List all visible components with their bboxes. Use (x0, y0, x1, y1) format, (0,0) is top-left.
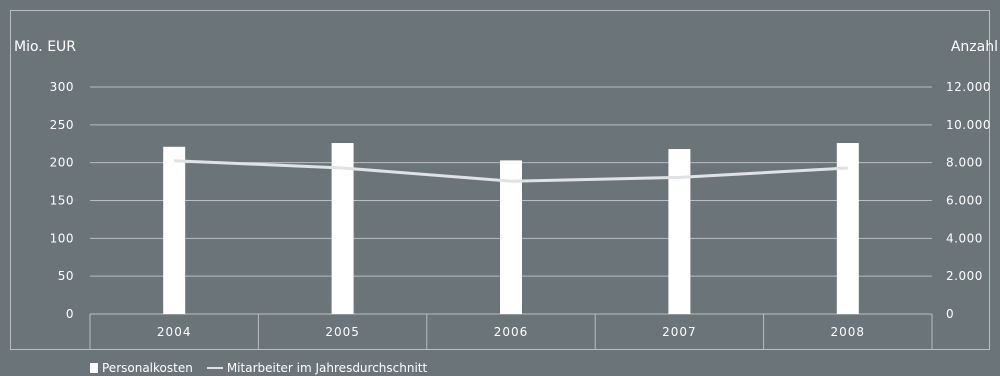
x-tick-label: 2004 (157, 325, 192, 339)
y-tick-label-right: 10.000 (946, 118, 991, 132)
y-tick-label-right: 12.000 (946, 80, 991, 94)
legend-label-mitarbeiter: Mitarbeiter im Jahresdurchschnitt (226, 361, 428, 375)
y-tick-label-right: 8.000 (946, 156, 983, 170)
y-tick-label-right: 0 (946, 307, 954, 321)
bar (836, 142, 859, 314)
legend: Personalkosten Mitarbeiter im Jahresdurc… (90, 361, 427, 375)
y-tick-label-left: 300 (50, 80, 74, 94)
x-tick-label: 2006 (494, 325, 529, 339)
y-axis-title-left: Mio. EUR (14, 39, 76, 55)
y-tick-label-left: 0 (66, 307, 74, 321)
x-tick-label: 2008 (831, 325, 866, 339)
y-tick-label-left: 50 (58, 269, 74, 283)
bar (668, 149, 691, 314)
y-tick-label-right: 4.000 (946, 231, 983, 245)
legend-label-personalkosten: Personalkosten (102, 361, 193, 375)
bar-swatch-icon (90, 363, 98, 373)
legend-item-mitarbeiter: Mitarbeiter im Jahresdurchschnitt (206, 361, 428, 375)
y-tick-label-right: 2.000 (946, 269, 983, 283)
y-tick-label-left: 200 (50, 156, 74, 170)
y-tick-label-left: 250 (50, 118, 74, 132)
chart-frame (10, 10, 990, 350)
line-swatch-icon (206, 367, 223, 369)
bar (163, 146, 186, 314)
bar (331, 142, 354, 314)
y-tick-label-right: 6.000 (946, 194, 983, 208)
x-tick-label: 2005 (325, 325, 360, 339)
y-tick-label-left: 150 (50, 194, 74, 208)
x-tick-label: 2007 (662, 325, 697, 339)
bar (500, 160, 522, 314)
legend-item-personalkosten: Personalkosten (90, 361, 193, 375)
y-tick-label-left: 100 (50, 231, 74, 245)
y-axis-title-right: Anzahl (951, 39, 998, 55)
